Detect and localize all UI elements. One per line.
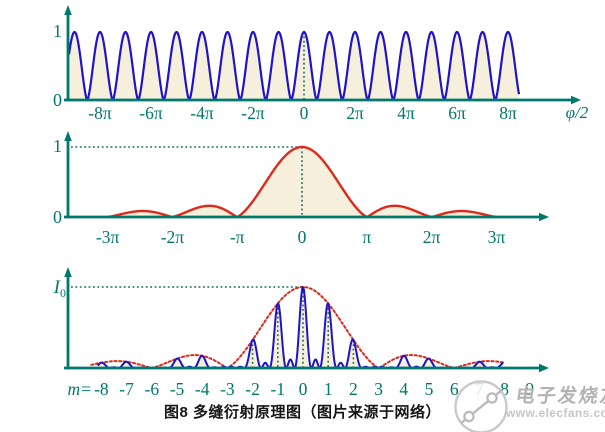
logo-node-icon (463, 410, 475, 423)
x-axis-arrow-icon (571, 95, 581, 105)
y-tick-label: 0 (53, 90, 62, 110)
x-tick-label: -2π (161, 227, 185, 247)
x-tick-label: 6 (450, 379, 459, 399)
x-tick-label: -2 (245, 379, 260, 399)
x-tick-label: 8π (499, 103, 517, 123)
x-tick-label: 2 (349, 379, 358, 399)
y-axis-arrow-icon (64, 5, 72, 15)
x-tick-label: -6 (145, 379, 160, 399)
x-tick-label: 5 (425, 379, 434, 399)
y-tick-label: 1 (53, 21, 62, 41)
chart-multi-slit-diffraction-result: I0-8-7-6-5-4-3-2-10123456789m= (53, 267, 549, 399)
x-tick-label: -π (230, 227, 245, 247)
x-tick-label: -3π (96, 227, 120, 247)
x-tick-label: 3 (374, 379, 383, 399)
elecfans-logo-icon (454, 380, 508, 432)
watermark-url: www.elecfans.com (506, 406, 605, 420)
y-tick-label: 0 (53, 207, 62, 227)
curve-fill (97, 287, 504, 368)
x-axis-arrow-icon (539, 212, 549, 222)
chart-diffraction-envelope: 1 0 -3π -2π -π 0 π 2π 3π (53, 131, 549, 247)
x-tick-label: -4 (195, 379, 210, 399)
curve-fill (69, 32, 520, 100)
x-tick-label: -4π (190, 103, 214, 123)
x-axis-arrow-icon (539, 363, 549, 373)
curve-fill (107, 147, 497, 217)
envelope-curve-dotted (90, 286, 507, 370)
x-tick-label: 3π (488, 227, 506, 247)
figure-caption: 图8 多缝衍射原理图（图片来源于网络） (163, 404, 441, 421)
x-tick-label: 0 (298, 227, 307, 247)
x-tick-label: 2π (346, 103, 364, 123)
x-tick-label: -8π (88, 103, 112, 123)
logo-node-icon (486, 392, 498, 404)
x-tick-label: π (362, 227, 371, 247)
x-tick-prefix: m= (68, 379, 92, 399)
x-tick-label: -8 (94, 379, 109, 399)
y-tick-label: 1 (53, 136, 62, 156)
x-tick-label: -2π (241, 103, 265, 123)
x-tick-label: -7 (119, 379, 134, 399)
x-tick-label: 9 (525, 379, 534, 399)
x-axis-label: φ/2 (566, 103, 589, 122)
x-tick-label: 4π (397, 103, 415, 123)
x-tick-label: 4 (399, 379, 408, 399)
x-tick-label: -5 (170, 379, 185, 399)
x-tick-label: -3 (220, 379, 235, 399)
x-tick-label: 0 (300, 103, 309, 123)
x-tick-label: 8 (500, 379, 509, 399)
x-tick-label: 0 (299, 379, 308, 399)
x-tick-label: 6π (448, 103, 466, 123)
watermark: 电子发烧友 www.elecfans.com (450, 378, 605, 432)
x-tick-label: -6π (139, 103, 163, 123)
chart-interference-term: 1 0 -8π -6π -4π -2π 0 2π 4π 6π 8π φ/2 (53, 5, 589, 123)
y-axis-arrow-icon (64, 267, 72, 277)
y-axis-arrow-icon (64, 131, 72, 141)
watermark-brand: 电子发烧友 (514, 386, 605, 407)
x-tick-label: -1 (271, 379, 286, 399)
x-tick-label: 1 (324, 379, 333, 399)
x-tick-label: 2π (423, 227, 441, 247)
y-axis-label: I0 (53, 277, 66, 300)
